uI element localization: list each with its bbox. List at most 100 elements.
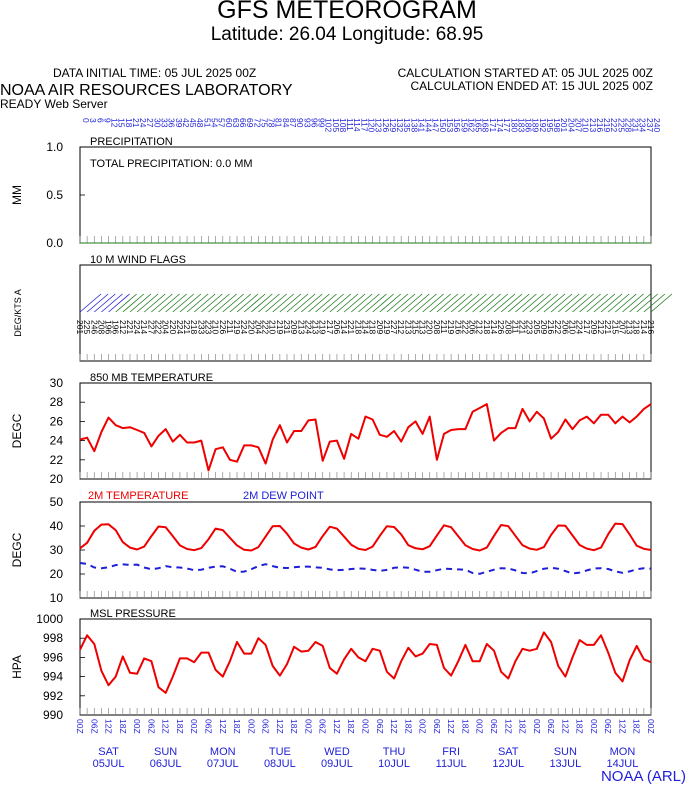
y-tick-label: 40 [50,519,64,533]
forecast-hour-label: 162 [466,118,476,132]
wind-direction-label: 209 [589,320,599,334]
data-initial-time: DATA INITIAL TIME: 05 JUL 2025 00Z [53,66,257,80]
forecast-hour-label: 201 [559,118,569,132]
panel-title: PRECIPITATION [90,136,173,148]
wind-barb [179,293,202,313]
wind-barb [94,293,116,313]
page-title: GFS METEOROGRAM [217,0,477,24]
utc-hour-label: 06Z [261,719,271,734]
forecast-hour-label: 39 [174,118,184,128]
forecast-hour-label: 219 [602,118,612,132]
panel-title: 850 MB TEMPERATURE [90,372,213,384]
forecast-hour-label: 21 [131,118,141,128]
wind-direction-label: 219 [318,320,328,334]
wind-direction-label: 215 [410,320,420,334]
series-line [79,522,652,552]
wind-direction-label: 209 [539,320,549,334]
forecast-hour-label: 84 [281,118,291,128]
wind-direction-label: 214 [489,320,499,334]
forecast-hour-label: 120 [367,118,377,132]
wind-barb [550,293,573,313]
wind-direction-label: 219 [232,320,242,334]
wind-barb [229,293,252,313]
forecast-hour-label: 81 [274,118,284,128]
utc-hour-label: 18Z [118,719,128,734]
wind-direction-label: 210 [268,320,278,334]
wind-direction-label: 214 [361,320,371,334]
forecast-hour-label: 171 [488,118,498,132]
forecast-hour-label: 159 [459,118,469,132]
wind-barb [350,293,373,313]
legend-entry: 2M DEW POINT [243,490,324,502]
y-tick-label: 30 [50,376,64,390]
wind-direction-label: 221 [125,320,135,334]
day-of-week-label: SAT [98,746,119,758]
forecast-hour-label: 177 [502,118,512,132]
lab-name: NOAA AIR RESOURCES LABORATORY [0,82,293,99]
forecast-hour-label: 180 [509,118,519,132]
wind-barb [422,293,444,313]
wind-direction-label: 219 [446,320,456,334]
forecast-hour-label: 18 [124,118,134,128]
wind-barb [450,293,473,313]
panel-frame [79,618,652,716]
wind-direction-label: 227 [146,320,156,334]
wind-direction-label: 206 [332,320,342,334]
utc-hour-label: 18Z [289,719,299,734]
forecast-hour-label: 144 [424,118,434,132]
wind-barb [493,293,516,313]
utc-hour-label: 12Z [389,719,399,734]
wind-direction-label: 207 [617,320,627,334]
wind-direction-label: 208 [503,320,513,334]
forecast-hour-label: 105 [331,118,341,132]
forecast-hour-label: 237 [645,118,655,132]
wind-direction-label: 227 [389,320,399,334]
day-of-week-label: WED [324,746,350,758]
forecast-hour-label: 96 [309,118,319,128]
wind-barb [322,293,344,313]
wind-barb [129,293,152,313]
day-of-week-label: MON [210,746,236,758]
wind-direction-label: 218 [632,320,642,334]
day-of-week-label: SUN [554,746,577,758]
wind-direction-label: 214 [639,320,649,334]
forecast-hour-label: 42 [181,118,191,128]
utc-hour-label: 06Z [603,719,613,734]
forecast-hour-label: 150 [438,118,448,132]
series-line [79,631,652,694]
wind-direction-label: 213 [418,320,428,334]
wind-direction-label: 223 [203,320,213,334]
utc-hour-label: 12Z [560,719,570,734]
y-tick-label: 992 [43,689,63,703]
y-tick-label: 996 [43,650,63,664]
forecast-hour-label: 198 [552,118,562,132]
forecast-hour-label: 54 [209,118,219,128]
wind-direction-label: 217 [325,320,335,334]
forecast-hour-label: 51 [202,118,212,128]
forecast-hour-label: 135 [402,118,412,132]
forecast-hour-label: 30 [152,118,162,128]
utc-hour-label: 00Z [589,719,599,734]
wind-direction-label: 208 [432,320,442,334]
forecast-hour-label: 6 [95,118,105,123]
wind-direction-label: 210 [567,320,577,334]
wind-direction-label: 233 [196,320,206,334]
forecast-hour-label: 195 [545,118,555,132]
forecast-hour-label: 234 [638,118,648,132]
calc-ended: CALCULATION ENDED AT: 15 JUL 2025 00Z [410,79,653,93]
forecast-hour-label: 87 [288,118,298,128]
wind-direction-label: 196 [104,320,114,334]
wind-barb [472,293,494,313]
wind-barb [565,293,587,313]
coordinates-subtitle: Latitude: 26.04 Longitude: 68.95 [210,24,484,45]
wind-barb [408,293,430,313]
wind-direction-label: 231 [282,320,292,334]
utc-hour-label: 12Z [218,719,228,734]
date-label: 07JUL [207,758,239,770]
y-axis-label: HPA [10,655,24,679]
wind-direction-label: 220 [168,320,178,334]
wind-direction-label: 212 [396,320,406,334]
wind-direction-label: 210 [211,320,221,334]
wind-direction-label: 211 [439,320,449,334]
wind-direction-label: 226 [218,320,228,334]
